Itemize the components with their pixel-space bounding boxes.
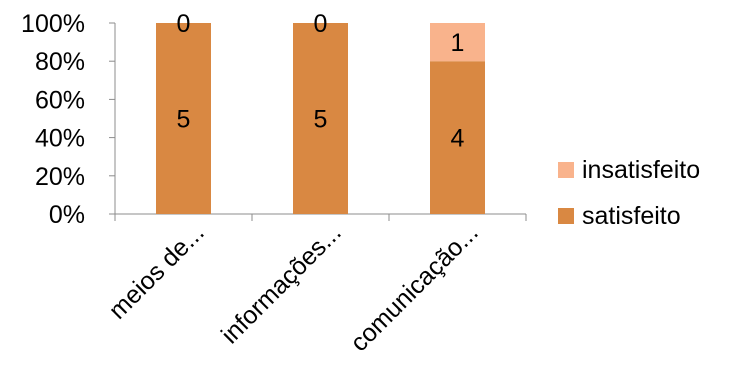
data-label: 5 bbox=[314, 106, 328, 134]
y-tick-label: 0% bbox=[49, 201, 85, 229]
bar-segment-insatisfeito bbox=[430, 23, 485, 62]
bar-segment-satisfeito bbox=[293, 23, 348, 214]
data-label: 0 bbox=[314, 10, 328, 38]
y-tick-label: 20% bbox=[35, 163, 85, 191]
legend-swatch-satisfeito bbox=[558, 208, 574, 224]
data-label: 1 bbox=[451, 29, 465, 57]
plot-area: 5 0 5 0 4 1 bbox=[109, 10, 527, 221]
x-axis-labels: meios de... informações...comunicação... bbox=[103, 218, 483, 357]
y-tick-label: 60% bbox=[35, 86, 85, 114]
legend-label-satisfeito: satisfeito bbox=[582, 202, 681, 230]
y-axis-ticks: 0% 20% 40% 60% 80% 100% bbox=[21, 10, 85, 229]
x-category-label: comunicação... bbox=[345, 218, 484, 357]
x-category-label: meios de... bbox=[103, 218, 209, 324]
data-label: 4 bbox=[451, 125, 465, 153]
legend-label-insatisfeito: insatisfeito bbox=[582, 156, 700, 184]
data-label: 0 bbox=[177, 10, 191, 38]
x-category-label: informações... bbox=[216, 218, 347, 349]
bar-segment-satisfeito bbox=[430, 61, 485, 215]
y-tick-label: 40% bbox=[35, 125, 85, 153]
y-tick-label: 80% bbox=[35, 48, 85, 76]
data-label: 5 bbox=[177, 106, 191, 134]
bar-segment-satisfeito bbox=[156, 23, 211, 214]
y-tick-label: 100% bbox=[21, 10, 85, 38]
legend: insatisfeito satisfeito bbox=[558, 156, 700, 230]
legend-swatch-insatisfeito bbox=[558, 162, 574, 178]
